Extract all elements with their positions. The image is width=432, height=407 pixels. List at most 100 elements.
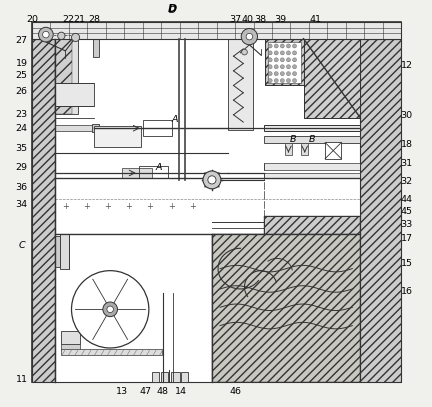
Bar (122, 168, 152, 178)
Circle shape (268, 44, 272, 48)
Bar (302, 143, 308, 155)
Text: +: + (168, 202, 175, 211)
Text: 14: 14 (175, 387, 187, 396)
Bar (264, 173, 360, 180)
Bar (264, 210, 360, 218)
Circle shape (292, 79, 297, 83)
Text: 37: 37 (229, 15, 241, 24)
Text: 22: 22 (63, 15, 75, 24)
Text: A: A (156, 163, 162, 172)
Text: 12: 12 (400, 61, 413, 70)
Bar (212, 234, 360, 382)
Circle shape (292, 72, 297, 76)
Bar (360, 39, 401, 382)
Circle shape (203, 171, 221, 189)
Bar (32, 39, 55, 382)
Bar (212, 234, 360, 382)
Circle shape (280, 44, 284, 48)
Bar (265, 39, 304, 85)
Text: B: B (308, 135, 315, 144)
Text: 17: 17 (400, 234, 413, 243)
Circle shape (286, 58, 290, 62)
Text: 13: 13 (115, 387, 127, 396)
Circle shape (107, 306, 114, 313)
Text: 25: 25 (16, 71, 28, 80)
Text: C: C (18, 241, 25, 249)
Circle shape (241, 28, 257, 45)
Circle shape (286, 44, 290, 48)
Bar (264, 216, 360, 234)
Bar (264, 216, 360, 234)
Bar (93, 39, 99, 57)
Text: 29: 29 (16, 163, 28, 172)
Circle shape (280, 79, 284, 83)
Bar (152, 372, 159, 382)
Text: 38: 38 (254, 15, 266, 24)
Circle shape (268, 58, 272, 62)
Bar (264, 201, 360, 208)
Circle shape (268, 51, 272, 55)
Text: 30: 30 (400, 112, 413, 120)
Bar (139, 166, 168, 180)
Text: 40: 40 (242, 15, 254, 24)
Text: 45: 45 (400, 207, 413, 216)
Circle shape (58, 32, 65, 39)
Text: 48: 48 (156, 387, 168, 396)
Bar (60, 344, 80, 350)
Text: 15: 15 (400, 259, 413, 268)
Circle shape (280, 58, 284, 62)
Circle shape (268, 72, 272, 76)
Text: 47: 47 (140, 387, 152, 396)
Bar (171, 372, 180, 382)
Circle shape (241, 49, 248, 55)
Circle shape (280, 65, 284, 69)
Circle shape (280, 72, 284, 76)
Text: 24: 24 (16, 124, 28, 133)
Bar (143, 120, 172, 136)
Text: D: D (168, 6, 176, 15)
Text: 23: 23 (16, 110, 28, 119)
Text: 39: 39 (274, 15, 286, 24)
Text: 19: 19 (16, 59, 28, 68)
Circle shape (274, 58, 278, 62)
Bar (55, 39, 78, 114)
Circle shape (268, 65, 272, 69)
Bar (60, 331, 80, 344)
Bar (55, 234, 212, 382)
Bar (161, 372, 168, 382)
Circle shape (103, 302, 118, 317)
Text: 36: 36 (16, 183, 28, 192)
Circle shape (72, 271, 149, 348)
Circle shape (274, 72, 278, 76)
Bar (304, 39, 360, 118)
Text: 33: 33 (400, 220, 413, 229)
Text: 11: 11 (16, 375, 28, 384)
Text: 46: 46 (229, 387, 241, 396)
Circle shape (268, 79, 272, 83)
Text: 20: 20 (26, 15, 38, 24)
Circle shape (286, 72, 290, 76)
Bar (264, 182, 360, 189)
Text: D: D (168, 4, 177, 14)
Circle shape (274, 51, 278, 55)
Text: A: A (171, 115, 178, 124)
Circle shape (72, 33, 79, 42)
Text: 44: 44 (400, 195, 413, 204)
Circle shape (286, 51, 290, 55)
Text: 31: 31 (400, 159, 413, 168)
Circle shape (292, 51, 297, 55)
Circle shape (43, 31, 49, 38)
Bar (264, 163, 360, 170)
Bar (325, 142, 341, 159)
Text: 21: 21 (73, 15, 85, 24)
Bar (32, 22, 401, 382)
Text: 26: 26 (16, 87, 28, 96)
Text: +: + (146, 202, 153, 211)
Bar (181, 372, 187, 382)
Circle shape (286, 65, 290, 69)
Circle shape (292, 44, 297, 48)
Bar (265, 39, 304, 85)
Bar (32, 39, 55, 382)
Bar (264, 125, 360, 131)
Circle shape (274, 65, 278, 69)
